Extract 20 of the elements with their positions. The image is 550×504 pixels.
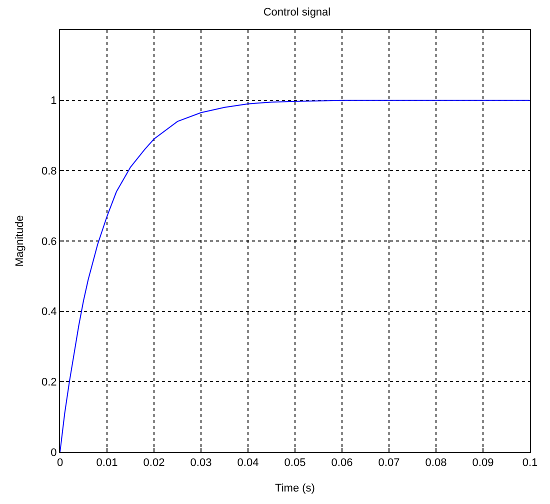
y-axis-title: Magnitude <box>14 215 26 267</box>
x-tick-label: 0.09 <box>472 457 494 470</box>
y-tick-label: 1 <box>50 95 57 108</box>
x-tick-label: 0.03 <box>190 457 212 470</box>
x-tick-label: 0.06 <box>331 457 353 470</box>
x-tick-label: 0.01 <box>96 457 118 470</box>
x-tick-label: 0.07 <box>378 457 400 470</box>
y-tick-label: 0.2 <box>42 376 57 389</box>
x-tick-label: 0.05 <box>284 457 306 470</box>
y-tick-label: 0.4 <box>42 306 57 318</box>
x-axis-title: Time (s) <box>275 482 315 494</box>
y-tick-label: 0 <box>50 446 57 459</box>
chart-title: Control signal <box>263 6 331 18</box>
line-series <box>60 100 530 452</box>
y-tick-label: 0.8 <box>42 166 57 178</box>
x-tick-label: 0.1 <box>522 457 538 470</box>
y-tick-label: 0.6 <box>42 236 57 248</box>
x-tick-label: 0.04 <box>237 457 259 470</box>
x-tick-label: 0.08 <box>425 457 447 470</box>
x-tick-label: 0.02 <box>143 457 165 470</box>
